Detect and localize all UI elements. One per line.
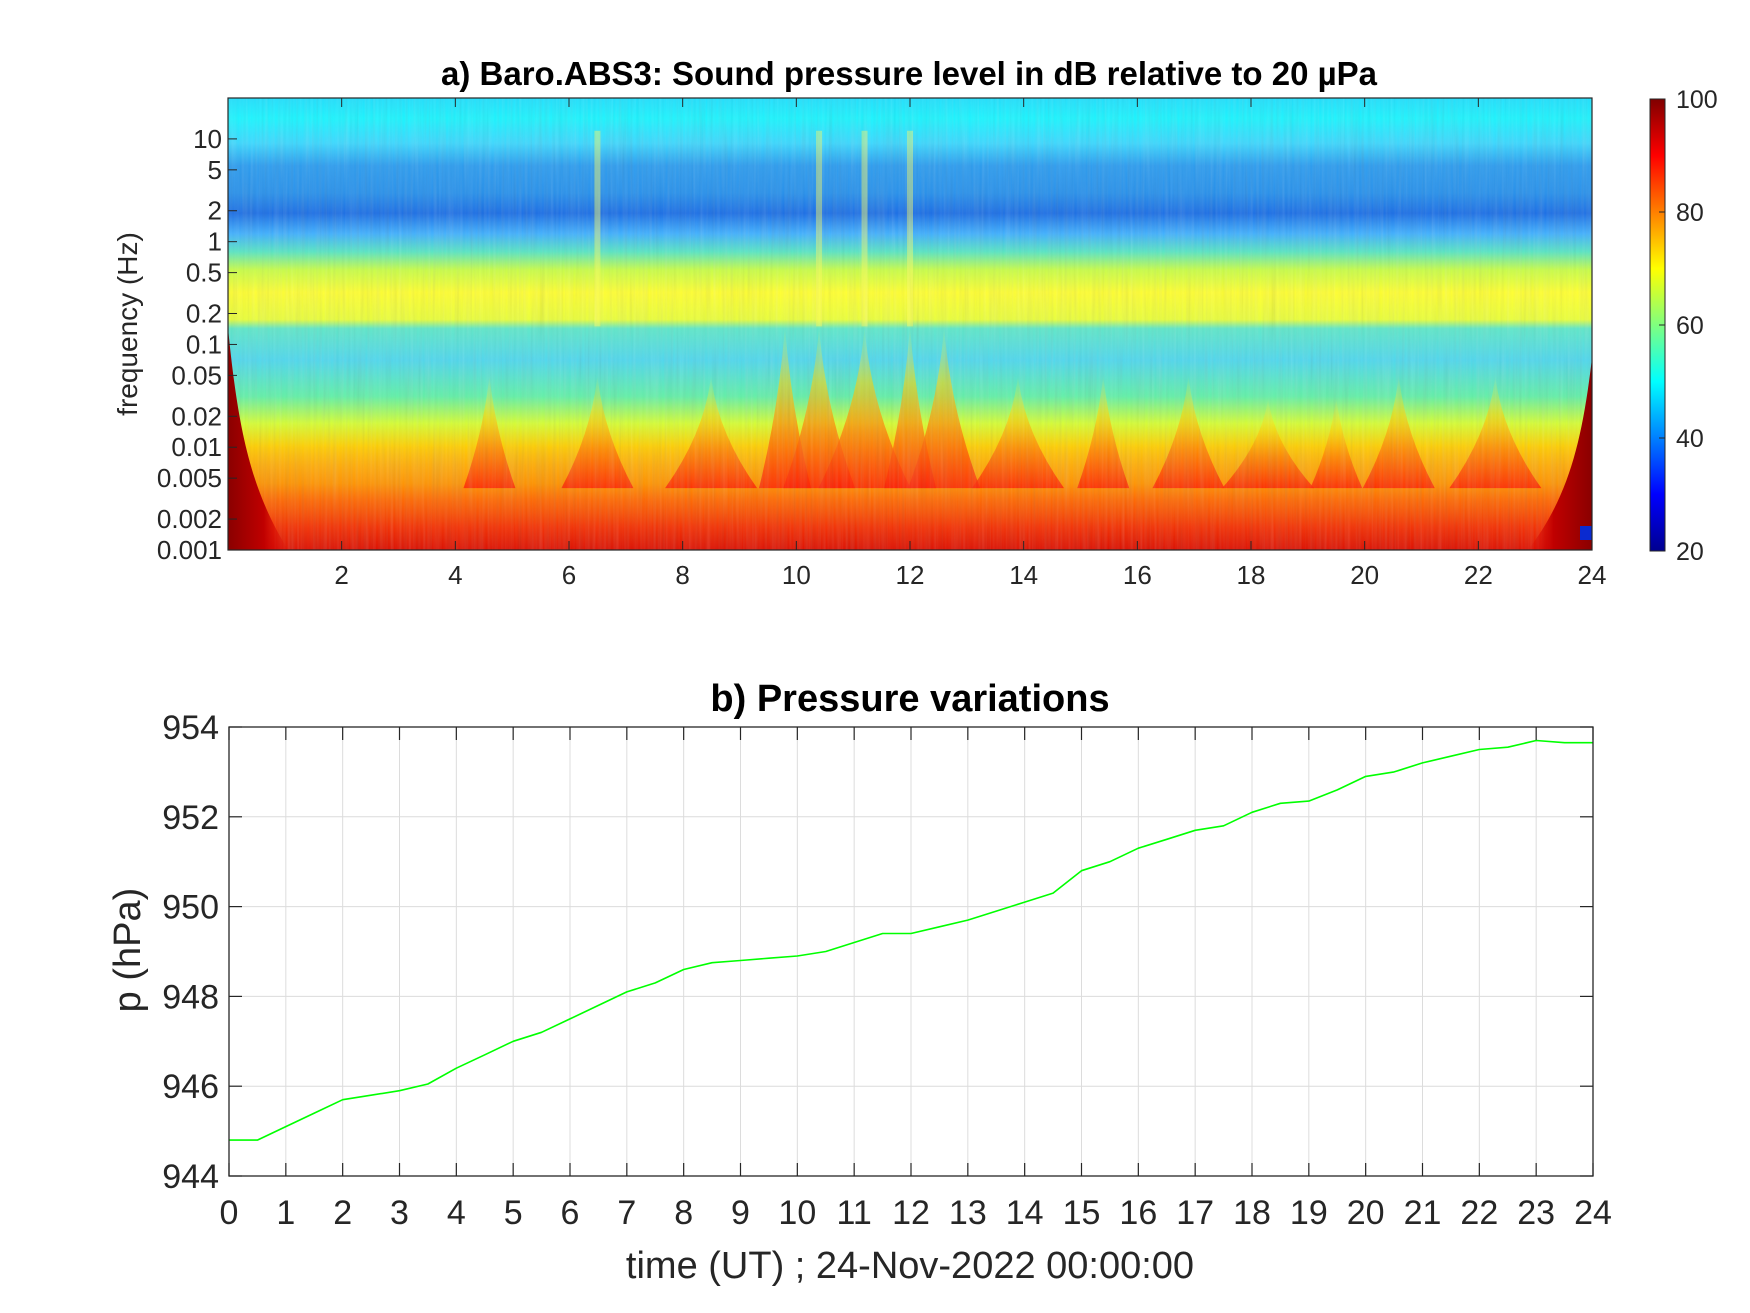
spectrogram-y-tick-label: 0.01 xyxy=(171,432,222,462)
colorbar-tick-label: 80 xyxy=(1676,199,1704,227)
pressure-x-tick-label: 2 xyxy=(333,1194,352,1232)
pressure-y-ticks: 944 946 948 950 952 954 xyxy=(162,709,1593,1196)
pressure-x-tick-label: 7 xyxy=(617,1194,636,1232)
spectrogram-x-tick-label: 16 xyxy=(1123,560,1152,590)
spectrogram-x-ticks: 2 4 6 8 10 12 14 16 18 20 22 24 xyxy=(334,98,1606,590)
pressure-x-label: time (UT) ; 24-Nov-2022 00:00:00 xyxy=(626,1245,1194,1287)
left-edge-artifact xyxy=(228,328,288,550)
spectrogram-y-tick-label: 2 xyxy=(208,196,222,226)
pressure-x-tick-label: 11 xyxy=(837,1194,872,1232)
pressure-series-line xyxy=(229,739,1593,1141)
pressure-x-tick-label: 0 xyxy=(220,1194,239,1232)
pressure-x-tick-label: 19 xyxy=(1290,1194,1328,1232)
spectrogram-x-tick-label: 22 xyxy=(1464,560,1493,590)
pressure-x-tick-label: 4 xyxy=(447,1194,466,1232)
pressure-x-tick-label: 16 xyxy=(1119,1194,1157,1232)
spectrogram-x-tick-label: 18 xyxy=(1237,560,1266,590)
spectrogram-x-tick-label: 10 xyxy=(782,560,811,590)
spectrogram-x-tick-label: 8 xyxy=(675,560,689,590)
colorbar-tick-label: 20 xyxy=(1676,538,1704,566)
pressure-x-tick-label: 14 xyxy=(1006,1194,1044,1232)
spectrogram-y-tick-label: 5 xyxy=(208,155,222,185)
pressure-y-tick-label: 948 xyxy=(162,978,219,1016)
spectrogram-x-tick-label: 2 xyxy=(334,560,348,590)
pressure-title: b) Pressure variations xyxy=(710,678,1109,720)
spectrogram-y-tick-label: 0.002 xyxy=(157,504,222,534)
pressure-x-tick-label: 1 xyxy=(276,1194,295,1232)
pressure-x-tick-label: 13 xyxy=(949,1194,987,1232)
spectrogram-image xyxy=(228,98,1592,550)
pressure-x-tick-label: 22 xyxy=(1460,1194,1498,1232)
colorbar-tick-label: 40 xyxy=(1676,425,1704,453)
spectrogram-x-tick-label: 14 xyxy=(1009,560,1038,590)
pressure-line-layer xyxy=(229,739,1593,1141)
pressure-x-tick-label: 23 xyxy=(1517,1194,1555,1232)
spectrogram-x-tick-label: 6 xyxy=(562,560,576,590)
spectrogram-y-tick-label: 0.05 xyxy=(171,360,222,390)
colorbar-ticks: 20 40 60 80 100 xyxy=(1659,86,1718,566)
pressure-y-tick-label: 952 xyxy=(162,799,219,837)
spectrogram-y-tick-label: 0.1 xyxy=(186,329,222,359)
pressure-x-tick-label: 20 xyxy=(1347,1194,1385,1232)
spectrogram-x-tick-label: 12 xyxy=(896,560,925,590)
pressure-x-tick-label: 6 xyxy=(561,1194,580,1232)
pressure-x-tick-label: 5 xyxy=(504,1194,523,1232)
spectrogram-y-tick-label: 0.02 xyxy=(171,401,222,431)
spectrogram-y-tick-label: 0.5 xyxy=(186,258,222,288)
pressure-x-tick-label: 8 xyxy=(674,1194,693,1232)
pressure-y-tick-label: 950 xyxy=(162,889,219,927)
pressure-panel: b) Pressure variations 0 1 2 3 4 5 6 7 8 9 10 11 12 1… xyxy=(107,678,1612,1287)
spectrogram-y-tick-label: 10 xyxy=(193,124,222,154)
pressure-y-tick-label: 946 xyxy=(162,1068,219,1106)
right-edge-blue-patch xyxy=(1580,526,1592,540)
pressure-x-tick-label: 18 xyxy=(1233,1194,1271,1232)
spectrogram-y-tick-label: 0.2 xyxy=(186,299,222,329)
colorbar: 20 40 60 80 100 xyxy=(1649,86,1718,566)
spectrogram-y-label: frequency (Hz) xyxy=(112,232,143,416)
colorbar-tick-label: 60 xyxy=(1676,312,1704,340)
spectrogram-texture xyxy=(228,98,1592,550)
spectrogram-y-tick-label: 0.005 xyxy=(157,463,222,493)
spectrogram-x-tick-label: 24 xyxy=(1578,560,1607,590)
spectrogram-x-tick-label: 4 xyxy=(448,560,462,590)
pressure-x-tick-label: 17 xyxy=(1176,1194,1214,1232)
pressure-x-tick-label: 12 xyxy=(892,1194,930,1232)
pressure-x-tick-label: 9 xyxy=(731,1194,750,1232)
pressure-x-tick-label: 3 xyxy=(390,1194,409,1232)
pressure-y-tick-label: 954 xyxy=(162,709,219,747)
spectrogram-title: a) Baro.ABS3: Sound pressure level in dB… xyxy=(441,55,1378,92)
spectrogram-panel: a) Baro.ABS3: Sound pressure level in dB… xyxy=(112,55,1606,590)
pressure-x-tick-label: 15 xyxy=(1063,1194,1101,1232)
pressure-y-label: p (hPa) xyxy=(107,888,149,1013)
pressure-x-tick-label: 21 xyxy=(1404,1194,1442,1232)
pressure-x-tick-label: 24 xyxy=(1574,1194,1612,1232)
spectrogram-y-tick-label: 1 xyxy=(208,227,222,257)
colorbar-tick-label: 100 xyxy=(1676,86,1718,114)
spectrogram-x-tick-label: 20 xyxy=(1350,560,1379,590)
right-edge-artifact xyxy=(1528,358,1592,550)
pressure-x-tick-label: 10 xyxy=(778,1194,816,1232)
pressure-y-tick-label: 944 xyxy=(162,1158,219,1196)
pressure-x-ticks: 0 1 2 3 4 5 6 7 8 9 10 11 12 13 14 15 16 17 18 19 20 21 22 23 24 xyxy=(220,727,1612,1232)
spectrogram-y-tick-label: 0.001 xyxy=(157,535,222,565)
